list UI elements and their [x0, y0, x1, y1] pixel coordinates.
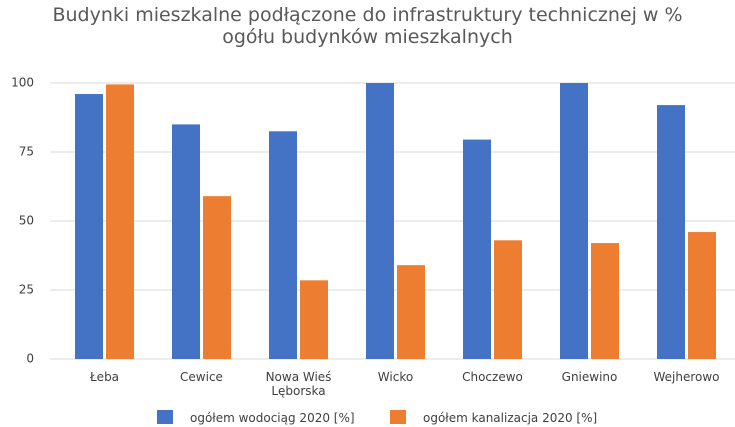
bar — [494, 240, 522, 359]
legend-swatch — [157, 410, 173, 424]
bar — [172, 124, 200, 360]
x-tick-label: Wejherowo — [653, 370, 720, 384]
bar — [657, 105, 685, 359]
y-tick-label: 100 — [11, 76, 34, 90]
x-tick-label: Gniewino — [561, 370, 618, 384]
y-tick-label: 75 — [19, 145, 34, 159]
x-tick-label: Wicko — [377, 370, 414, 384]
legend-swatch — [390, 410, 406, 424]
bar — [300, 280, 328, 359]
bar — [203, 196, 231, 359]
chart-title: Budynki mieszkalne podłączone do infrast… — [52, 4, 683, 48]
bar — [591, 243, 619, 359]
bar — [106, 84, 134, 359]
y-tick-label: 0 — [26, 352, 34, 366]
bar — [75, 94, 103, 359]
y-tick-label: 25 — [19, 283, 34, 297]
bar — [397, 265, 425, 359]
bar — [463, 139, 491, 359]
x-tick-label: Łeba — [89, 370, 120, 384]
bar — [688, 232, 716, 359]
x-tick-label: Choczewo — [462, 370, 523, 384]
x-tick-label: Nowa Wieś Lęborska — [265, 370, 332, 398]
y-tick-label: 50 — [19, 214, 34, 228]
bar — [560, 83, 588, 359]
legend-label: ogółem kanalizacja 2020 [%] — [423, 411, 598, 425]
bar — [366, 83, 394, 359]
bar — [269, 131, 297, 359]
legend-label: ogółem wodociąg 2020 [%] — [190, 411, 355, 425]
x-tick-label: Cewice — [180, 370, 223, 384]
